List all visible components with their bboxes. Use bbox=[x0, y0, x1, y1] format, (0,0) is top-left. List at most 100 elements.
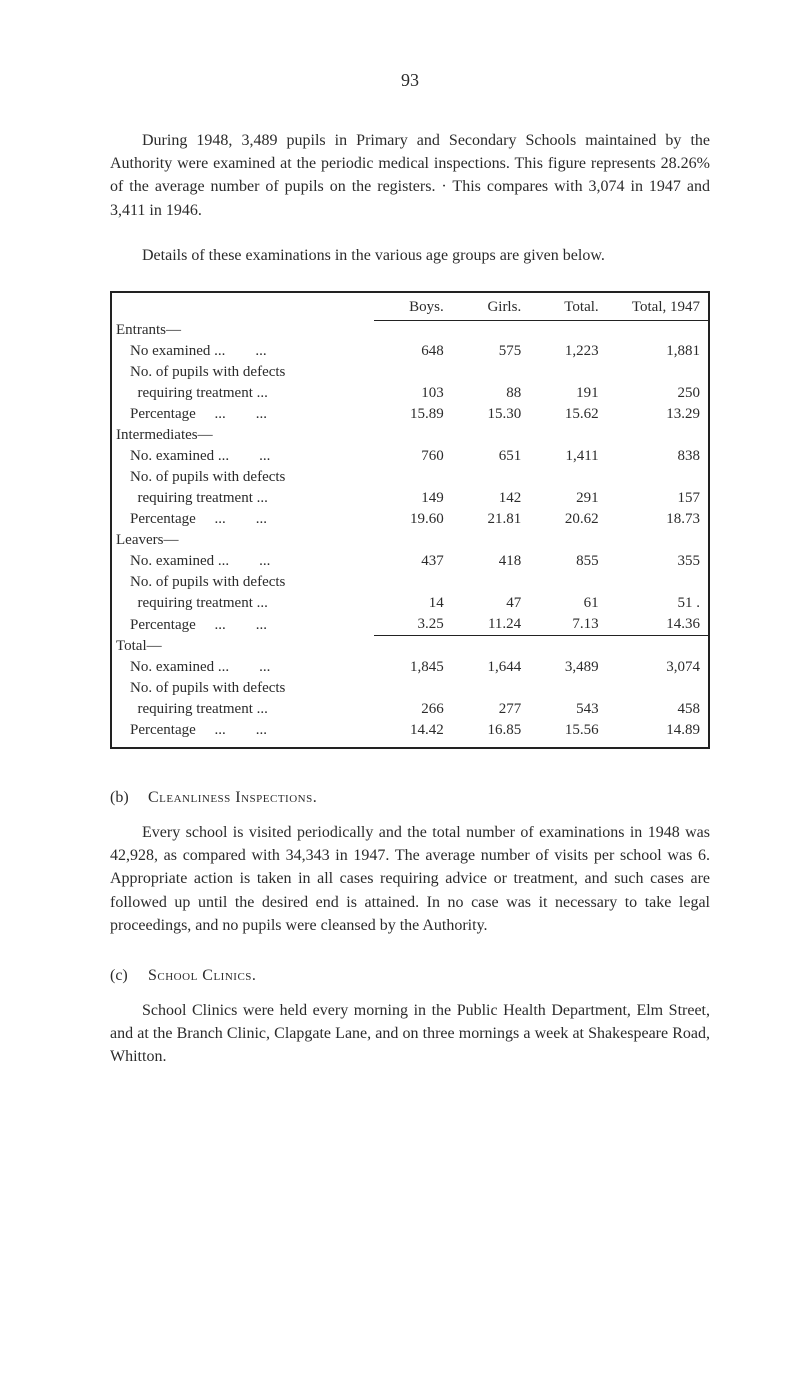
paragraph-intro-2: Details of these examinations in the var… bbox=[110, 244, 710, 267]
paragraph-text: Every school is visited periodically and… bbox=[110, 824, 710, 934]
table-cell: 277 bbox=[452, 699, 529, 720]
examinations-table-wrap: Boys.Girls.Total.Total, 1947Entrants—No … bbox=[110, 291, 710, 749]
table-cell: 1,223 bbox=[529, 341, 606, 362]
table-cell bbox=[452, 362, 529, 383]
table-row-label: requiring treatment ... bbox=[112, 383, 374, 404]
table-row-label: requiring treatment ... bbox=[112, 699, 374, 720]
table-row-label: No. of pupils with defects bbox=[112, 678, 374, 699]
table-row-label: Percentage ... ... bbox=[112, 404, 374, 425]
table-row-label: Percentage ... ... bbox=[112, 509, 374, 530]
table-cell bbox=[607, 678, 708, 699]
table-group-label: Leavers— bbox=[112, 530, 374, 551]
table-cell bbox=[452, 530, 529, 551]
table-cell: 14.89 bbox=[607, 720, 708, 747]
table-column-header: Boys. bbox=[374, 293, 451, 321]
table-group-label: Entrants— bbox=[112, 320, 374, 341]
table-cell bbox=[374, 678, 451, 699]
table-column-header: Total. bbox=[529, 293, 606, 321]
section-b-title: Cleanliness Inspections. bbox=[148, 789, 317, 806]
table-cell bbox=[452, 425, 529, 446]
table-cell: 838 bbox=[607, 446, 708, 467]
table-cell: 149 bbox=[374, 488, 451, 509]
table-cell bbox=[607, 636, 708, 657]
table-cell bbox=[529, 425, 606, 446]
table-cell: 651 bbox=[452, 446, 529, 467]
paragraph-intro-1: During 1948, 3,489 pupils in Primary and… bbox=[110, 129, 710, 222]
table-cell: 142 bbox=[452, 488, 529, 509]
table-cell bbox=[607, 425, 708, 446]
table-cell: 266 bbox=[374, 699, 451, 720]
table-cell: 51 . bbox=[607, 593, 708, 614]
table-row-label: requiring treatment ... bbox=[112, 488, 374, 509]
section-c-tag: (c) bbox=[110, 967, 144, 985]
section-c-title: School Clinics. bbox=[148, 967, 256, 984]
table-cell bbox=[607, 362, 708, 383]
table-cell bbox=[374, 320, 451, 341]
table-cell: 20.62 bbox=[529, 509, 606, 530]
table-cell: 291 bbox=[529, 488, 606, 509]
table-cell bbox=[374, 572, 451, 593]
document-page: 93 During 1948, 3,489 pupils in Primary … bbox=[0, 0, 800, 1389]
table-frame: Boys.Girls.Total.Total, 1947Entrants—No … bbox=[110, 291, 710, 749]
table-column-header: Girls. bbox=[452, 293, 529, 321]
table-cell: 3,489 bbox=[529, 657, 606, 678]
table-cell: 418 bbox=[452, 551, 529, 572]
table-cell: 3.25 bbox=[374, 614, 451, 636]
table-cell: 7.13 bbox=[529, 614, 606, 636]
table-cell: 191 bbox=[529, 383, 606, 404]
table-cell: 15.62 bbox=[529, 404, 606, 425]
table-cell: 21.81 bbox=[452, 509, 529, 530]
table-cell: 543 bbox=[529, 699, 606, 720]
table-cell: 3,074 bbox=[607, 657, 708, 678]
section-b-heading: (b) Cleanliness Inspections. bbox=[110, 789, 710, 807]
table-cell: 15.89 bbox=[374, 404, 451, 425]
table-row-label: Percentage ... ... bbox=[112, 720, 374, 747]
table-cell: 61 bbox=[529, 593, 606, 614]
section-c-heading: (c) School Clinics. bbox=[110, 967, 710, 985]
table-cell: 14 bbox=[374, 593, 451, 614]
table-cell bbox=[452, 678, 529, 699]
table-cell: 19.60 bbox=[374, 509, 451, 530]
table-cell: 88 bbox=[452, 383, 529, 404]
table-cell: 1,845 bbox=[374, 657, 451, 678]
table-cell bbox=[374, 636, 451, 657]
table-cell bbox=[529, 572, 606, 593]
table-cell: 458 bbox=[607, 699, 708, 720]
table-cell: 1,881 bbox=[607, 341, 708, 362]
table-cell bbox=[529, 362, 606, 383]
table-cell: 47 bbox=[452, 593, 529, 614]
section-b-tag: (b) bbox=[110, 789, 144, 807]
table-cell: 648 bbox=[374, 341, 451, 362]
table-cell bbox=[607, 320, 708, 341]
table-cell bbox=[452, 572, 529, 593]
paragraph-text: During 1948, 3,489 pupils in Primary and… bbox=[110, 132, 710, 219]
table-cell: 13.29 bbox=[607, 404, 708, 425]
table-cell: 250 bbox=[607, 383, 708, 404]
table-row-label: Percentage ... ... bbox=[112, 614, 374, 636]
paragraph-text: School Clinics were held every morning i… bbox=[110, 1002, 710, 1065]
table-cell bbox=[374, 467, 451, 488]
table-cell: 11.24 bbox=[452, 614, 529, 636]
table-cell: 1,411 bbox=[529, 446, 606, 467]
table-cell bbox=[529, 467, 606, 488]
table-row-label: No. of pupils with defects bbox=[112, 572, 374, 593]
table-header-blank bbox=[112, 293, 374, 321]
table-cell: 760 bbox=[374, 446, 451, 467]
paragraph-clinics: School Clinics were held every morning i… bbox=[110, 999, 710, 1069]
table-group-label: Total— bbox=[112, 636, 374, 657]
table-cell: 103 bbox=[374, 383, 451, 404]
table-cell bbox=[374, 530, 451, 551]
table-row-label: No. of pupils with defects bbox=[112, 467, 374, 488]
table-cell: 14.42 bbox=[374, 720, 451, 747]
table-cell: 1,644 bbox=[452, 657, 529, 678]
table-row-label: No. examined ... ... bbox=[112, 446, 374, 467]
table-cell bbox=[607, 530, 708, 551]
table-cell: 15.30 bbox=[452, 404, 529, 425]
table-cell bbox=[452, 636, 529, 657]
table-cell: 14.36 bbox=[607, 614, 708, 636]
table-cell bbox=[529, 320, 606, 341]
paragraph-text: Details of these examinations in the var… bbox=[142, 247, 605, 264]
table-row-label: No. examined ... ... bbox=[112, 551, 374, 572]
table-cell bbox=[452, 467, 529, 488]
table-cell: 437 bbox=[374, 551, 451, 572]
